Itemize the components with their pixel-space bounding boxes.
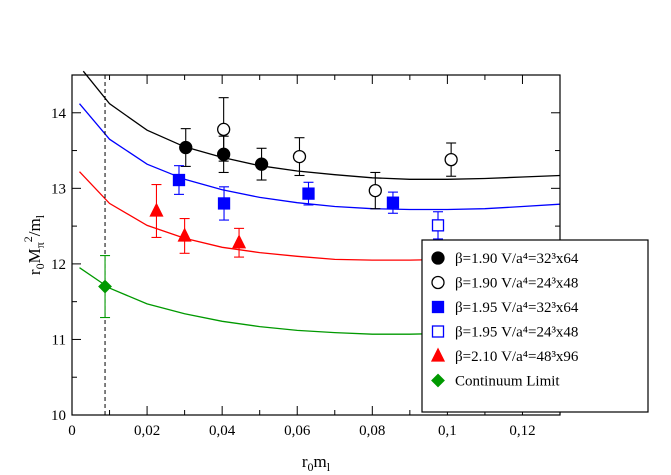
fit-curves (79, 70, 561, 335)
data-point (98, 279, 112, 294)
data-point (179, 140, 193, 155)
legend-marker (431, 373, 445, 388)
data-point (172, 173, 186, 187)
svg-text:r0Mπ2/ml: r0Mπ2/ml (21, 214, 47, 275)
fit-curve (79, 267, 448, 335)
legend-label: β=2.10 V/a⁴=48³x96 (455, 349, 579, 365)
data-point (444, 152, 458, 167)
data-point (231, 234, 247, 249)
y-tick-label: 11 (52, 332, 66, 348)
legend-label: β=1.90 V/a⁴=24³x48 (455, 276, 578, 292)
y-axis-label: r0Mπ2/ml (21, 214, 47, 275)
legend-marker (431, 325, 445, 338)
x-tick-label: 0,04 (209, 423, 236, 439)
axes: 0 0,02 0,04 0,06 0,08 0,1 0,12 10 11 12 13 14 (51, 75, 560, 439)
y-tick-label: 13 (51, 181, 66, 197)
legend-marker (431, 300, 445, 314)
legend-label: Continuum Limit (455, 374, 560, 390)
legend-marker (431, 275, 445, 290)
x-tick-label: 0,08 (359, 423, 385, 439)
x-tick-label: 0 (68, 423, 76, 439)
x-tick-label: 0,1 (438, 423, 457, 439)
data-point (431, 219, 445, 232)
legend-marker (431, 251, 445, 265)
legend: β=1.90 V/a⁴=32³x64 β=1.90 V/a⁴=24³x48 β=1.… (421, 239, 649, 413)
fit-curve (79, 103, 561, 211)
data-points (98, 97, 458, 319)
x-axis-label: r0ml (302, 452, 331, 474)
legend-box (421, 239, 649, 413)
legend-label: β=1.95 V/a⁴=32³x64 (455, 300, 579, 316)
data-point (368, 183, 382, 198)
y-tick-label: 12 (51, 257, 66, 273)
y-tick-label: 10 (51, 408, 66, 424)
fit-curve (82, 70, 561, 180)
y-tick-label: 14 (51, 106, 67, 122)
data-point (254, 157, 269, 171)
x-tick-label: 0,02 (134, 423, 160, 439)
data-point (302, 187, 315, 200)
data-point (177, 227, 192, 242)
data-point (217, 197, 231, 210)
data-point (149, 202, 164, 217)
legend-label: β=1.90 V/a⁴=32³x64 (455, 251, 579, 267)
data-point (386, 196, 400, 209)
data-point (292, 149, 307, 164)
x-tick-label: 0,12 (509, 423, 535, 439)
legend-marker (430, 347, 446, 362)
data-point (217, 122, 231, 137)
legend-label: β=1.95 V/a⁴=24³x48 (455, 325, 578, 341)
x-tick-label: 0,06 (284, 423, 311, 439)
